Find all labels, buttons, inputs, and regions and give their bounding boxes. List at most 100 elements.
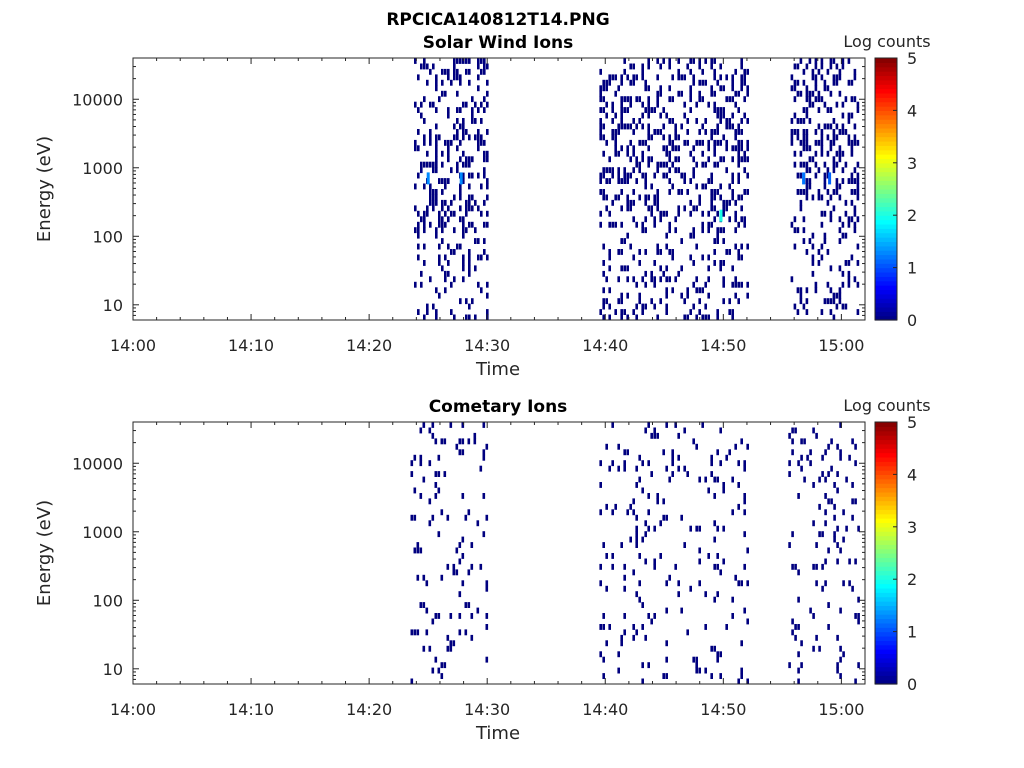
heatmap-cell xyxy=(441,205,444,212)
colorbar-swatch xyxy=(875,306,897,312)
heatmap-cell xyxy=(689,90,692,97)
heatmap-cell xyxy=(791,629,794,636)
colorbar-swatch xyxy=(875,232,897,238)
colorbar-swatch xyxy=(875,175,897,181)
heatmap-cell xyxy=(599,509,602,516)
heatmap-cell xyxy=(832,129,836,135)
heatmap-cell xyxy=(419,454,423,461)
heatmap-cell xyxy=(725,123,728,130)
heatmap-cell xyxy=(713,90,716,97)
heatmap-cell xyxy=(704,183,707,190)
heatmap-cell xyxy=(835,79,839,86)
heatmap-cell xyxy=(826,134,830,141)
heatmap-cell xyxy=(417,107,420,113)
heatmap-cell xyxy=(647,156,650,163)
colorbar-swatch xyxy=(875,136,897,142)
heatmap-cell xyxy=(844,232,848,239)
heatmap-cell xyxy=(820,194,824,201)
heatmap-cell xyxy=(746,90,749,97)
heatmap-cell xyxy=(605,85,608,92)
heatmap-cell xyxy=(602,150,605,157)
colorbar-swatch xyxy=(875,62,897,68)
colorbar-swatch xyxy=(875,315,897,321)
heatmap-cell xyxy=(605,112,608,119)
heatmap-cell xyxy=(713,260,716,266)
heatmap-cell xyxy=(447,139,450,146)
heatmap-cell xyxy=(817,249,821,255)
heatmap-cell xyxy=(722,482,725,488)
heatmap-cell xyxy=(641,662,644,669)
heatmap-cell xyxy=(653,194,656,201)
heatmap-cell xyxy=(644,634,647,641)
heatmap-cell xyxy=(844,210,848,217)
heatmap-cell xyxy=(437,487,441,494)
heatmap-cell xyxy=(441,90,444,97)
heatmap-cell xyxy=(845,525,848,532)
heatmap-cell xyxy=(483,249,486,255)
heatmap-cell xyxy=(453,74,456,81)
heatmap-cell xyxy=(455,569,459,576)
heatmap-cell xyxy=(836,542,839,548)
heatmap-cell xyxy=(644,85,647,92)
heatmap-cell xyxy=(438,243,441,250)
colorbar-swatch xyxy=(875,88,897,94)
x-tick-label: 14:10 xyxy=(228,336,274,355)
heatmap-cell xyxy=(453,194,456,201)
heatmap-cell xyxy=(797,667,800,674)
heatmap-cell xyxy=(641,150,644,157)
colorbar-swatch xyxy=(875,219,897,225)
heatmap-cell xyxy=(480,134,483,141)
heatmap-cell xyxy=(486,309,489,315)
heatmap-cell xyxy=(856,101,860,108)
heatmap-cell xyxy=(614,90,617,97)
heatmap-cell xyxy=(802,79,806,86)
heatmap-cell xyxy=(799,189,803,195)
heatmap-cell xyxy=(429,183,432,190)
heatmap-cell xyxy=(841,63,845,70)
heatmap-cell xyxy=(743,607,746,614)
heatmap-cell xyxy=(671,145,674,152)
heatmap-cell xyxy=(647,161,650,168)
heatmap-cell xyxy=(793,303,797,310)
heatmap-cell xyxy=(811,101,815,108)
colorbar-swatch xyxy=(875,280,897,286)
heatmap-cell xyxy=(716,232,719,239)
heatmap-cell xyxy=(426,161,429,168)
colorbar-swatch xyxy=(875,435,897,441)
heatmap-cell xyxy=(453,63,456,70)
plot-frame xyxy=(132,421,866,685)
heatmap-cell xyxy=(692,281,695,288)
heatmap-cell xyxy=(797,569,800,576)
x-tick-label: 14:20 xyxy=(346,700,392,719)
heatmap-cell xyxy=(414,183,417,190)
colorbar-swatch xyxy=(875,293,897,299)
heatmap-cell xyxy=(452,563,456,570)
heatmap-cell xyxy=(788,460,791,467)
heatmap-cell xyxy=(614,309,617,315)
heatmap-cell xyxy=(793,112,797,119)
colorbar-swatch xyxy=(875,254,897,260)
heatmap-cell xyxy=(713,205,716,212)
heatmap-cell xyxy=(856,172,860,179)
heatmap-cell xyxy=(686,63,689,70)
heatmap-cell xyxy=(842,509,845,516)
colorbar-swatch xyxy=(875,237,897,242)
colorbar-swatch xyxy=(875,101,897,107)
heatmap-cell xyxy=(805,298,809,305)
heatmap-cell xyxy=(617,172,620,179)
heatmap-cell xyxy=(440,509,444,516)
colorbar-swatch xyxy=(875,557,897,563)
heatmap-cell xyxy=(641,227,644,234)
heatmap-cell xyxy=(432,161,435,168)
heatmap-cell xyxy=(683,542,686,548)
heatmap-cell xyxy=(620,265,623,272)
heatmap-cell xyxy=(414,58,417,64)
heatmap-cell xyxy=(650,298,653,305)
heatmap-cell xyxy=(653,216,656,223)
heatmap-cell xyxy=(829,145,833,152)
heatmap-cell xyxy=(701,221,704,228)
heatmap-cell xyxy=(734,90,737,97)
heatmap-cell xyxy=(731,613,734,619)
heatmap-cell xyxy=(432,101,435,108)
